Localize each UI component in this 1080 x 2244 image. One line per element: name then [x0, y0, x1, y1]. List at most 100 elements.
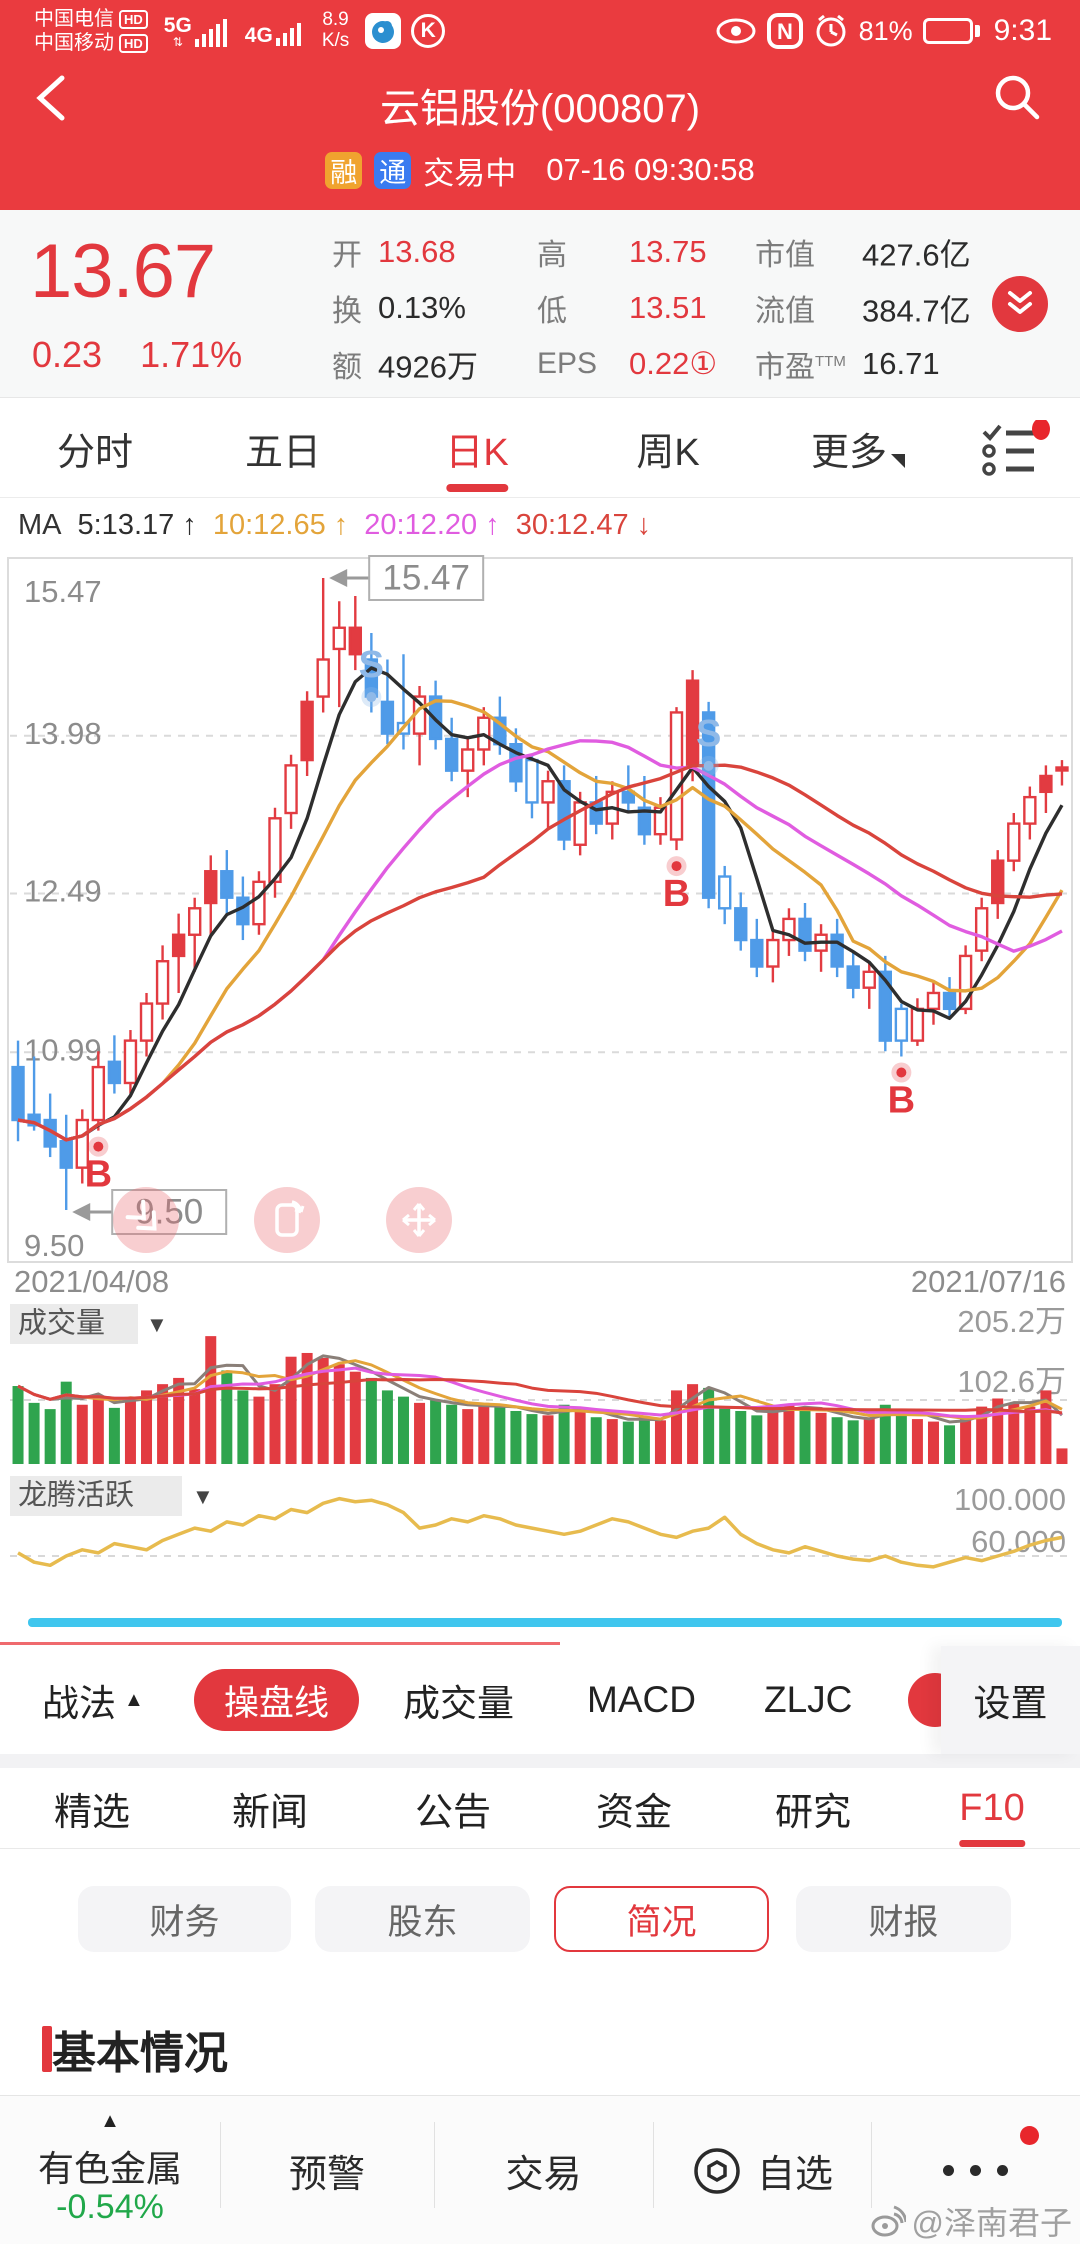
sector-expand-arrow-icon: ▲	[100, 2110, 120, 2132]
content-tab-F10[interactable]: F10	[958, 1768, 1025, 1849]
change-percent: 1.71%	[140, 334, 243, 375]
content-tab-精选[interactable]: 精选	[53, 1792, 131, 1834]
stat-label: 低	[537, 295, 567, 328]
quote-panel: 13.67 0.23 1.71% 开 13.68 高 13.75 市值 427.6亿换 0.…	[0, 210, 1080, 398]
stat-value: 427.6亿	[862, 237, 971, 273]
stat-value: 13.75	[629, 234, 707, 269]
eye-icon	[716, 18, 756, 44]
title-bar: 云铝股份(000807)	[0, 62, 1080, 142]
watchlist-button[interactable]: 自选	[653, 2096, 871, 2244]
network-speed: 8.9 K/s	[321, 9, 350, 51]
net-type-5g: 5G	[163, 14, 192, 37]
period-tab-日K[interactable]: 日K	[445, 398, 509, 498]
dragon-indicator-chart[interactable]: 龙腾活跃 ▼ 100.000 60.000	[0, 1468, 1080, 1640]
date-start: 2021/04/08	[14, 1264, 170, 1299]
stat-value: 384.7亿	[862, 293, 971, 329]
svg-text:15.47: 15.47	[382, 558, 470, 597]
stat-label: 高	[537, 239, 567, 272]
svg-text:205.2万: 205.2万	[957, 1304, 1066, 1339]
ma-value: 20:12.20 ↑	[364, 508, 500, 541]
battery-percent: 81%	[858, 15, 913, 46]
search-icon[interactable]	[990, 70, 1044, 124]
stat-label: 流值	[755, 295, 815, 328]
svg-text:100.000: 100.000	[954, 1482, 1066, 1517]
stat-label: 开	[332, 239, 362, 272]
market-status: 交易中	[423, 155, 517, 191]
sub-tab-简况[interactable]: 简况	[554, 1886, 769, 1952]
more-button[interactable]	[871, 2096, 1080, 2244]
content-tab-研究[interactable]: 研究	[774, 1792, 852, 1834]
svg-text:N: N	[777, 19, 793, 44]
sector-quick-quote[interactable]: ▲ 有色金属 -0.54%	[0, 2096, 220, 2244]
indicator-tab-成交量[interactable]: 成交量	[403, 1683, 514, 1724]
period-tab-周K[interactable]: 周K	[636, 431, 700, 474]
signal-bars-icon	[275, 23, 301, 46]
trade-button[interactable]: 交易	[505, 2154, 582, 2196]
stat-label: 换	[332, 295, 362, 328]
sub-tab-财务[interactable]: 财务	[78, 1886, 291, 1952]
period-tab-bar: 分时 五日 日K 周K 更多	[0, 398, 1080, 498]
sector-name: 有色金属	[37, 2148, 182, 2189]
net-type-4g: 4G	[244, 24, 273, 47]
elephant-app-icon	[365, 13, 402, 49]
rotate-screen-button[interactable]	[254, 1187, 320, 1253]
content-tab-新闻[interactable]: 新闻	[231, 1792, 309, 1834]
sub-tab-股东[interactable]: 股东	[315, 1886, 530, 1952]
hd-badge: HD	[119, 9, 148, 29]
ma-indicator-row: MA 5:13.17 ↑ 10:12.65 ↑ 20:12.20 ↑ 30:12.47 …	[0, 498, 1080, 552]
collapse-quote-button[interactable]	[992, 276, 1048, 332]
sector-change: -0.54%	[56, 2188, 164, 2226]
svg-text:成交量: 成交量	[18, 1307, 105, 1340]
stat-label: 市值	[755, 239, 815, 272]
nfc-icon: N	[766, 13, 803, 49]
pan-chart-button[interactable]	[386, 1187, 452, 1253]
stat-value: 0.22①	[629, 346, 718, 381]
svg-text:9.50: 9.50	[135, 1192, 203, 1231]
svg-text:S: S	[696, 713, 721, 755]
ma-value: 30:12.47 ↓	[515, 508, 652, 541]
kline-settings-icon[interactable]	[978, 420, 1050, 478]
stat-value: 13.51	[629, 290, 707, 325]
stat-value: 4926万	[378, 349, 478, 385]
alert-button[interactable]: 预警	[288, 2154, 365, 2196]
carrier-labels: 中国电信 HD 中国移动 HD	[34, 7, 148, 55]
sub-tab-财报[interactable]: 财报	[796, 1886, 1011, 1952]
status-time: 9:31	[993, 14, 1052, 47]
indicator-tab-战法[interactable]: 战法 ▲	[42, 1683, 144, 1724]
margin-badge: 融	[325, 151, 363, 189]
stat-label: 市盈TTM	[755, 351, 846, 384]
app-header: 中国电信 HD 中国移动 HD 5G ⇅ 4G	[0, 0, 1080, 210]
svg-text:B: B	[663, 873, 690, 915]
back-button[interactable]	[30, 72, 74, 124]
indicator-tab-操盘线[interactable]: 操盘线	[194, 1669, 360, 1731]
svg-text:B: B	[888, 1079, 915, 1121]
bottom-nav-bar: ▲ 有色金属 -0.54% 预警 交易 自选	[0, 2095, 1080, 2244]
change-value: 0.23	[32, 334, 103, 375]
period-tab-五日[interactable]: 五日	[244, 431, 322, 474]
more-dots-icon	[943, 2165, 1008, 2176]
indicator-settings-button[interactable]: 设置	[941, 1646, 1080, 1754]
indicator-tab-MACD[interactable]: MACD	[587, 1679, 696, 1720]
content-tab-公告[interactable]: 公告	[414, 1792, 492, 1834]
data-arrows-icon: ⇅	[172, 35, 183, 49]
period-tab-更多[interactable]: 更多	[811, 398, 906, 498]
carrier-2: 中国移动	[34, 32, 114, 54]
signal-bars-icon	[194, 19, 227, 47]
svg-text:10.99: 10.99	[24, 1032, 102, 1067]
svg-text:▼: ▼	[146, 1312, 168, 1337]
more-caret-icon	[891, 454, 906, 468]
watermark-handle: @泽南君子	[911, 2205, 1073, 2241]
content-tab-资金[interactable]: 资金	[595, 1792, 673, 1834]
svg-text:9.50: 9.50	[24, 1228, 84, 1263]
indicator-tab-ZLJC[interactable]: ZLJC	[764, 1679, 853, 1720]
section-header: 基本情况	[0, 2019, 1080, 2079]
subtitle-bar: 融 通 交易中 07-16 09:30:58	[0, 142, 1080, 198]
watchlist-target-icon	[694, 2147, 740, 2194]
collapse-caret-icon: ▲	[124, 1688, 144, 1711]
svg-text:15.47: 15.47	[24, 574, 102, 609]
chart-zoom-button[interactable]	[113, 1187, 179, 1253]
f10-sub-tab-bar: 财务 股东 简况 财报	[0, 1849, 1080, 2019]
period-tab-分时[interactable]: 分时	[56, 431, 134, 474]
